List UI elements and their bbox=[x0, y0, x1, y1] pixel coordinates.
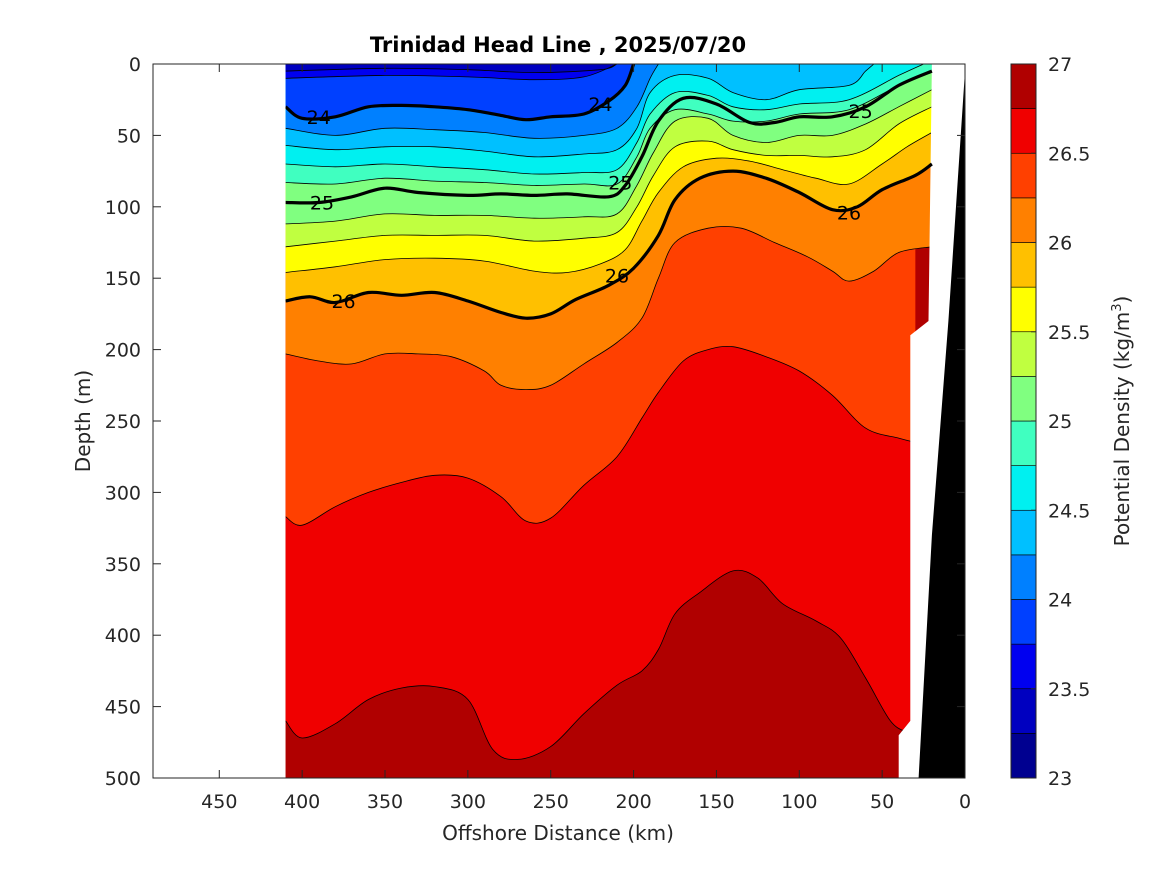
colorbar-swatch bbox=[1010, 733, 1037, 779]
y-axis-label: Depth (m) bbox=[71, 370, 95, 472]
x-tick-label: 150 bbox=[698, 791, 734, 813]
colorbar-swatch bbox=[1010, 152, 1037, 199]
x-tick-label: 100 bbox=[781, 791, 817, 813]
contour-line-thin bbox=[285, 226, 932, 391]
colorbar-swatch bbox=[1010, 688, 1037, 734]
colorbar-tick-label: 26 bbox=[1048, 233, 1072, 255]
colorbar-label: Potential Density (kg/m3) bbox=[1110, 296, 1134, 547]
contour-label-26: 26 bbox=[605, 265, 629, 287]
y-tick-label: 0 bbox=[129, 54, 141, 76]
contour-line-thin bbox=[285, 64, 618, 81]
x-tick-label: 250 bbox=[533, 791, 569, 813]
contour-line-24 bbox=[285, 64, 636, 122]
contour-line-thin bbox=[285, 132, 933, 274]
colorbar-label-text: Potential Density (kg/m bbox=[1110, 312, 1134, 547]
colorbar-label-superscript: 3 bbox=[1110, 303, 1125, 311]
colorbar-swatch bbox=[1010, 376, 1037, 422]
density-fill-band bbox=[285, 64, 966, 73]
colorbar-tick-label: 25 bbox=[1048, 411, 1072, 433]
contour-label-26: 26 bbox=[837, 203, 861, 225]
colorbar-swatch bbox=[1010, 599, 1037, 645]
contour-line-thin bbox=[285, 70, 933, 187]
contour-label-24: 24 bbox=[307, 107, 331, 129]
contour-line-thin bbox=[285, 64, 659, 139]
contour-line-thin bbox=[285, 64, 618, 74]
x-tick-label: 300 bbox=[450, 791, 486, 813]
y-tick-label: 250 bbox=[105, 411, 141, 433]
colorbar-swatch bbox=[1010, 63, 1037, 109]
colorbar-swatch bbox=[1010, 331, 1037, 377]
x-tick-label: 50 bbox=[870, 791, 894, 813]
colorbar-swatch bbox=[1010, 465, 1037, 511]
x-tick-label: 350 bbox=[367, 791, 403, 813]
contour-label-25: 25 bbox=[310, 193, 334, 215]
colorbar-swatch bbox=[1010, 509, 1037, 556]
colorbar-tick-label: 25.5 bbox=[1048, 322, 1090, 344]
x-tick-label: 200 bbox=[615, 791, 651, 813]
y-tick-label: 450 bbox=[105, 697, 141, 719]
contour-line-thin bbox=[285, 345, 916, 526]
contour-label-26: 26 bbox=[331, 291, 355, 313]
colorbar: 23 23.5 24 24.5 25 25.5 26 26.5 27 bbox=[1010, 54, 1090, 790]
contour-label-24: 24 bbox=[588, 94, 612, 116]
axes: 450 400 350 300 250 200 150 100 50 00501001502002… bbox=[105, 54, 971, 813]
colorbar-tick-label: 26.5 bbox=[1048, 143, 1090, 165]
colorbar-swatch bbox=[1010, 643, 1037, 690]
x-axis-label: Offshore Distance (km) bbox=[442, 821, 674, 845]
colorbar-tick-label: 23.5 bbox=[1048, 679, 1090, 701]
contour-line-26 bbox=[285, 162, 933, 320]
y-tick-label: 500 bbox=[105, 768, 141, 790]
colorbar-swatch bbox=[1010, 242, 1037, 288]
density-fill-band bbox=[285, 64, 966, 120]
plot-area bbox=[285, 64, 966, 778]
colorbar-swatch bbox=[1010, 286, 1037, 333]
y-tick-label: 50 bbox=[117, 125, 141, 147]
colorbar-tick-label: 24 bbox=[1048, 590, 1072, 612]
y-tick-label: 150 bbox=[105, 268, 141, 290]
colorbar-tick-label: 27 bbox=[1048, 54, 1072, 76]
y-tick-label: 200 bbox=[105, 340, 141, 362]
contour-line-thin bbox=[285, 569, 916, 760]
contour-line-thin bbox=[285, 89, 933, 225]
y-tick-label: 400 bbox=[105, 625, 141, 647]
x-tick-label: 0 bbox=[959, 791, 971, 813]
contour-line-thin bbox=[285, 64, 875, 158]
colorbar-swatch bbox=[1010, 554, 1037, 600]
colorbar-swatch bbox=[1010, 420, 1037, 466]
y-tick-label: 300 bbox=[105, 482, 141, 504]
y-tick-label: 100 bbox=[105, 197, 141, 219]
colorbar-swatch bbox=[1010, 108, 1037, 154]
x-tick-label: 400 bbox=[284, 791, 320, 813]
y-tick-label: 350 bbox=[105, 554, 141, 576]
contour-line-25 bbox=[285, 69, 933, 205]
contour-label-25: 25 bbox=[608, 173, 632, 195]
colorbar-tick-label: 23 bbox=[1048, 768, 1072, 790]
contour-line-thin bbox=[285, 106, 933, 248]
chart-title: Trinidad Head Line , 2025/07/20 bbox=[370, 33, 746, 57]
bathymetry-shelf bbox=[918, 71, 965, 778]
colorbar-swatch bbox=[1010, 197, 1037, 243]
x-tick-label: 450 bbox=[201, 791, 237, 813]
contour-line-thin bbox=[285, 64, 924, 175]
colorbar-tick-label: 24.5 bbox=[1048, 500, 1090, 522]
contour-label-25: 25 bbox=[849, 101, 873, 123]
contour-lines: 24 24 25 25 25 26 26 26 bbox=[285, 64, 933, 320]
colorbar-label-close: ) bbox=[1110, 296, 1134, 304]
